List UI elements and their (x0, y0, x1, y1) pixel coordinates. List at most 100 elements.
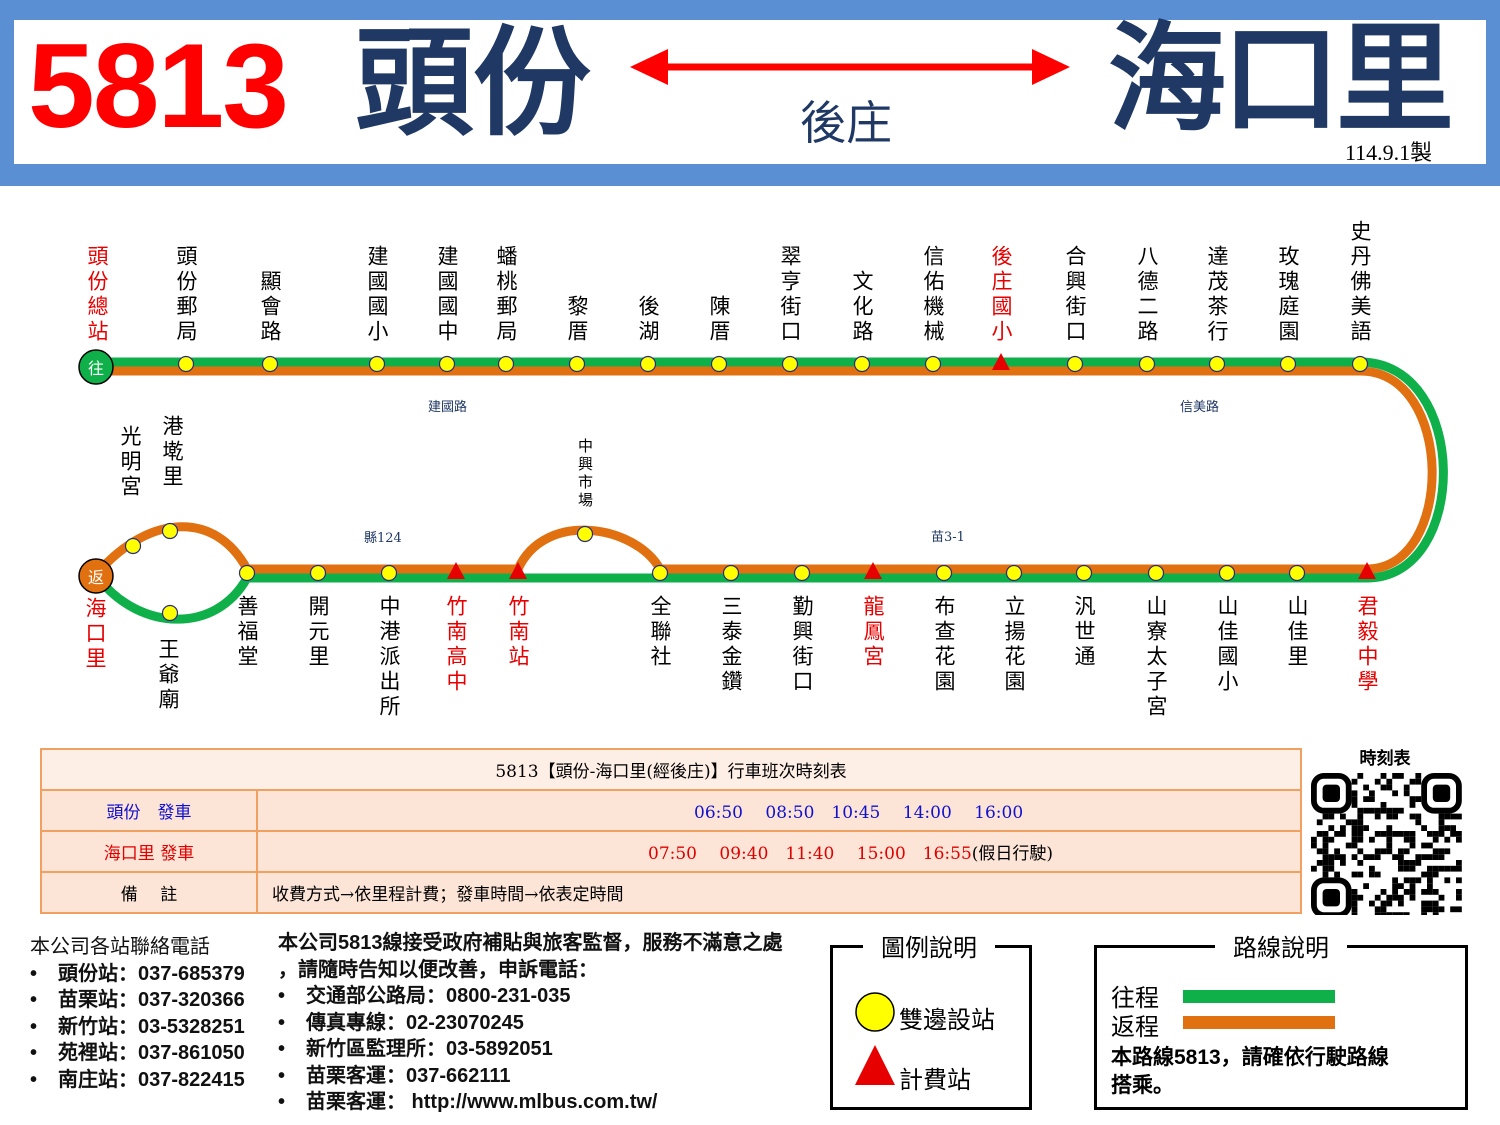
qr-module (1311, 842, 1317, 849)
qr-module (1427, 906, 1433, 913)
stop-label: 頭份郵局 (174, 245, 198, 345)
stop-label: 黎厝 (565, 295, 589, 345)
stop-marker (1218, 564, 1236, 582)
qr-module (1357, 819, 1364, 826)
qr-module (1403, 912, 1410, 918)
qr-module (1409, 813, 1416, 820)
qr-module (1415, 819, 1422, 826)
stop-marker (368, 355, 386, 373)
qr-module (1409, 802, 1416, 808)
qr-module (1403, 784, 1410, 791)
stop-marker (924, 355, 942, 373)
contact-text[interactable]: 苗栗客運： http://www.mlbus.com.tw/ (306, 1091, 658, 1113)
qr-finder (1421, 773, 1462, 814)
qr-module (1357, 807, 1364, 814)
qr-module (1351, 796, 1358, 802)
qr-module (1322, 854, 1329, 860)
fare-stage-icon (864, 562, 882, 579)
qr-module (1351, 894, 1358, 901)
stop-marker (309, 564, 327, 582)
stop-label: 光明宮 (118, 425, 142, 500)
qr-module (1444, 813, 1451, 820)
qr-module (1357, 836, 1364, 843)
qr-module (1357, 773, 1364, 779)
qr-module (1386, 912, 1393, 918)
qr-module (1456, 906, 1462, 913)
qr-module (1438, 865, 1445, 872)
stop-marker (238, 564, 256, 582)
stop-marker (1138, 355, 1156, 373)
qr-module (1409, 883, 1416, 889)
stop-label: 山佳里 (1285, 595, 1309, 670)
legend-stop-label: 雙邊設站 (899, 1006, 995, 1034)
bullet-icon: • (30, 1015, 38, 1038)
qr-module (1386, 778, 1393, 785)
bullet-icon: • (278, 1038, 286, 1060)
qr-module (1403, 831, 1410, 837)
stop-legend-icon (855, 992, 895, 1032)
qr-module (1369, 836, 1375, 843)
qr-module (1369, 900, 1375, 907)
qr-module (1427, 865, 1433, 872)
qr-module (1386, 813, 1393, 820)
stop-label: 建國國小 (365, 245, 389, 345)
qr-finder (1322, 889, 1340, 907)
qr-module (1351, 802, 1358, 808)
qr-module (1438, 848, 1445, 855)
timetable: 5813【頭份-海口里(經後庄)】行車班次時刻表 頭份 發車 06:50 08:… (40, 748, 1302, 914)
contact-item: • 苗栗客運： http://www.mlbus.com.tw/ (278, 1085, 783, 1113)
qr-module (1438, 813, 1445, 820)
qr-module (1403, 889, 1410, 895)
qr-module (1328, 860, 1335, 866)
stop-label: 王爺廟 (156, 638, 180, 713)
qr-module (1357, 831, 1364, 837)
stop-marker (380, 564, 398, 582)
qr-code-icon[interactable] (1311, 773, 1463, 919)
stop-label: 合興街口 (1063, 245, 1087, 345)
qr-module (1380, 900, 1387, 907)
qr-module (1427, 900, 1433, 907)
stop-label: 翠亨街口 (778, 245, 802, 345)
qr-module (1345, 842, 1352, 849)
stop-label: 勤興街口 (790, 595, 814, 695)
qr-module (1427, 877, 1433, 884)
qr-module (1369, 790, 1375, 797)
qr-module (1450, 865, 1456, 872)
stop-label: 八德二路 (1135, 245, 1159, 345)
start-terminal-badge (78, 349, 114, 385)
outbound-label: 往程 (1111, 984, 1159, 1012)
stop-marker (576, 525, 594, 543)
qr-module (1380, 912, 1387, 918)
qr-module (1456, 877, 1462, 884)
stop-marker (853, 355, 871, 373)
bidirectional-arrow-icon (630, 49, 1070, 85)
qr-module (1398, 865, 1404, 872)
contact-item: • 新竹區監理所：03-5892051 (278, 1032, 783, 1060)
qr-module (1438, 831, 1445, 837)
qr-module (1456, 894, 1462, 901)
qr-module (1322, 860, 1329, 866)
bullet-icon: • (278, 1064, 286, 1087)
qr-module (1392, 831, 1398, 837)
qr-module (1328, 813, 1335, 820)
stop-label: 建國國中 (435, 245, 459, 345)
qr-module (1392, 894, 1398, 901)
qr-module (1340, 831, 1346, 837)
qr-module (1369, 854, 1375, 860)
contact-text: 苗栗客運：037-662111 (306, 1064, 511, 1087)
qr-module (1427, 831, 1433, 837)
qr-module (1450, 831, 1456, 837)
qr-module (1334, 831, 1340, 837)
qr-module (1432, 865, 1439, 872)
stop-label: 善福堂 (235, 595, 259, 670)
qr-module (1380, 831, 1387, 837)
legend-title: 圖例說明 (863, 928, 995, 963)
departure-times: 07:50 09:40 11:40 15:00 16:55 (648, 844, 972, 864)
complaint-line1: 本公司5813線接受政府補貼與旅客監督，服務不滿意之處 (278, 932, 783, 954)
qr-module (1398, 894, 1404, 901)
qr-module (1392, 912, 1398, 918)
stop-label: 君毅中學 (1355, 595, 1379, 695)
qr-module (1398, 773, 1404, 779)
qr-module (1432, 900, 1439, 907)
qr-module (1392, 790, 1398, 797)
